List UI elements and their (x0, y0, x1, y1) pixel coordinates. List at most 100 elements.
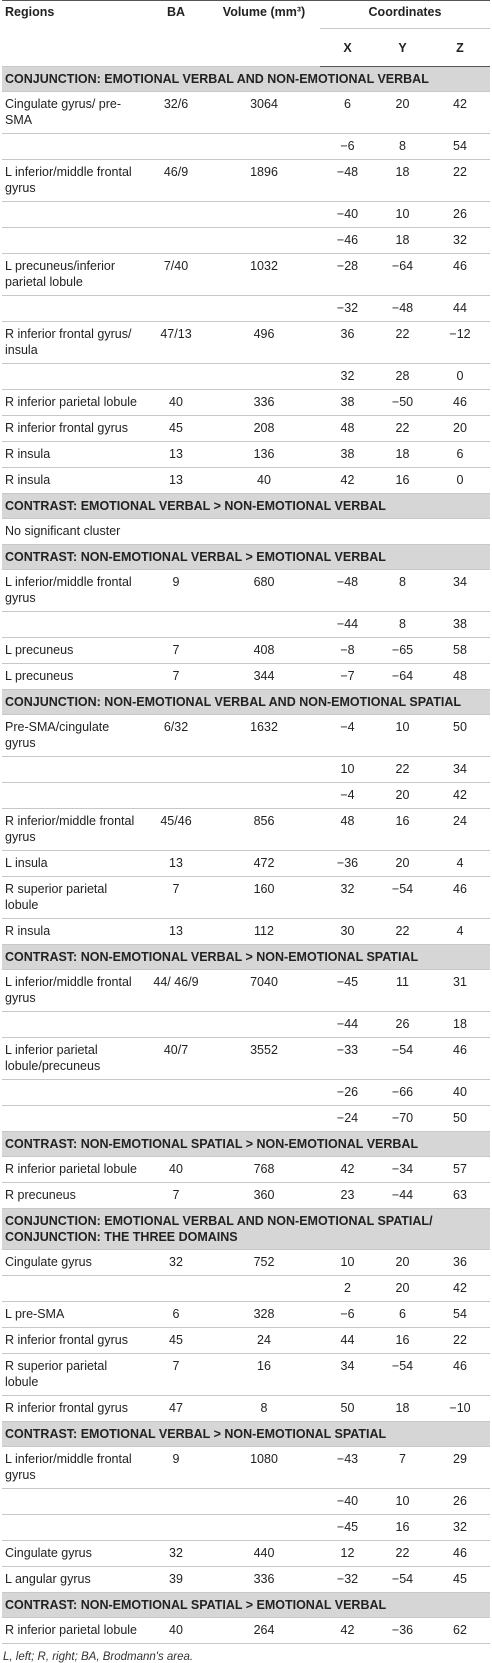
volume-cell: 768 (208, 1156, 320, 1183)
data-row: −40 10 26 (2, 201, 490, 228)
ba-cell: 32 (144, 1540, 208, 1567)
y-cell: −48 (375, 295, 430, 322)
y-cell: 10 (375, 714, 430, 757)
volume-cell: 440 (208, 1540, 320, 1567)
ba-cell: 7 (144, 876, 208, 919)
z-cell: 62 (430, 1617, 490, 1644)
ba-cell: 6/32 (144, 714, 208, 757)
x-cell: −40 (320, 1488, 375, 1515)
volume-cell: 7040 (208, 969, 320, 1012)
data-row: −46 18 32 (2, 227, 490, 254)
ba-cell: 40/7 (144, 1037, 208, 1080)
y-cell: −36 (375, 1617, 430, 1644)
volume-cell (208, 1275, 320, 1302)
volume-cell (208, 295, 320, 322)
data-row: R precuneus 7 360 23 −44 63 (2, 1182, 490, 1209)
region-cell: L precuneus (2, 663, 144, 690)
section-title: CONTRAST: NON-EMOTIONAL SPATIAL > EMOTIO… (2, 1592, 490, 1618)
region-cell: R insula (2, 467, 144, 494)
x-cell: 2 (320, 1275, 375, 1302)
ba-cell: 13 (144, 918, 208, 945)
volume-cell: 336 (208, 389, 320, 416)
region-cell: L insula (2, 850, 144, 877)
x-cell: −6 (320, 133, 375, 160)
data-row: L inferior/middle frontal gyrus 44/ 46/9 7… (2, 969, 490, 1012)
data-row: −26 −66 40 (2, 1079, 490, 1106)
volume-cell (208, 782, 320, 809)
section-row: CONJUNCTION: NON-EMOTIONAL VERBAL AND NO… (2, 689, 490, 715)
z-cell: 36 (430, 1249, 490, 1276)
y-cell: 20 (375, 1275, 430, 1302)
data-row: L inferior/middle frontal gyrus 9 1080 −43 7… (2, 1446, 490, 1489)
x-cell: 48 (320, 808, 375, 851)
region-cell (2, 227, 144, 254)
volume-cell: 3064 (208, 91, 320, 134)
z-cell: 32 (430, 227, 490, 254)
data-row: −45 16 32 (2, 1514, 490, 1541)
region-cell: Cingulate gyrus/ pre-SMA (2, 91, 144, 134)
region-cell: R precuneus (2, 1182, 144, 1209)
y-cell: 22 (375, 756, 430, 783)
z-cell: 46 (430, 389, 490, 416)
y-cell: 18 (375, 441, 430, 468)
section-row: CONTRAST: EMOTIONAL VERBAL > NON-EMOTION… (2, 493, 490, 519)
volume-cell (208, 1079, 320, 1106)
y-cell: −50 (375, 389, 430, 416)
x-cell: 50 (320, 1395, 375, 1422)
section-title: CONJUNCTION: EMOTIONAL VERBAL AND NON-EM… (2, 66, 490, 92)
data-row: −40 10 26 (2, 1488, 490, 1515)
ba-cell (144, 201, 208, 228)
data-row: R insula 13 40 42 16 0 (2, 467, 490, 494)
footnote: L, left; R, right; BA, Brodmann's area. (3, 1651, 194, 1663)
region-cell: L precuneus/inferior parietal lobule (2, 253, 144, 296)
z-cell: 46 (430, 253, 490, 296)
section-title: CONTRAST: NON-EMOTIONAL SPATIAL > NON-EM… (2, 1131, 490, 1157)
y-cell: −65 (375, 637, 430, 664)
x-cell: 6 (320, 91, 375, 134)
volume-cell: 360 (208, 1182, 320, 1209)
data-row: R superior parietal lobule 7 160 32 −54 46 (2, 876, 490, 919)
region-cell: L angular gyrus (2, 1566, 144, 1593)
ba-cell (144, 1011, 208, 1038)
y-cell: 22 (375, 1540, 430, 1567)
x-cell: 44 (320, 1327, 375, 1354)
volume-cell: 112 (208, 918, 320, 945)
z-cell: 29 (430, 1446, 490, 1489)
y-cell: 20 (375, 850, 430, 877)
z-cell: −12 (430, 321, 490, 364)
z-cell: 4 (430, 918, 490, 945)
volume-cell (208, 1105, 320, 1132)
x-cell: 12 (320, 1540, 375, 1567)
y-cell: 22 (375, 918, 430, 945)
x-cell: 36 (320, 321, 375, 364)
ba-cell: 39 (144, 1566, 208, 1593)
data-row: Cingulate gyrus 32 440 12 22 46 (2, 1540, 490, 1567)
header-row: Regions BA Volume (mm³) Coordinates (2, 0, 490, 67)
x-cell: −36 (320, 850, 375, 877)
volume-cell (208, 1514, 320, 1541)
z-cell: 54 (430, 133, 490, 160)
data-row: L precuneus 7 344 −7 −64 48 (2, 663, 490, 690)
region-cell (2, 133, 144, 160)
x-cell: −7 (320, 663, 375, 690)
y-cell: 18 (375, 1395, 430, 1422)
x-cell: −48 (320, 569, 375, 612)
data-row: R inferior frontal gyrus 45 24 44 16 22 (2, 1327, 490, 1354)
volume-cell: 24 (208, 1327, 320, 1354)
ba-cell: 45/46 (144, 808, 208, 851)
section-row: CONJUNCTION: EMOTIONAL VERBAL AND NON-EM… (2, 1208, 490, 1250)
data-row: R insula 13 112 30 22 4 (2, 918, 490, 945)
data-row: 2 20 42 (2, 1275, 490, 1302)
data-row: −44 8 38 (2, 611, 490, 638)
volume-cell (208, 756, 320, 783)
x-cell: −40 (320, 201, 375, 228)
region-cell: R insula (2, 441, 144, 468)
ba-cell: 13 (144, 467, 208, 494)
region-cell: R inferior parietal lobule (2, 1156, 144, 1183)
z-cell: 46 (430, 1037, 490, 1080)
y-cell: 16 (375, 1514, 430, 1541)
x-cell: −6 (320, 1301, 375, 1328)
z-cell: 18 (430, 1011, 490, 1038)
z-cell: 26 (430, 201, 490, 228)
volume-cell (208, 1488, 320, 1515)
